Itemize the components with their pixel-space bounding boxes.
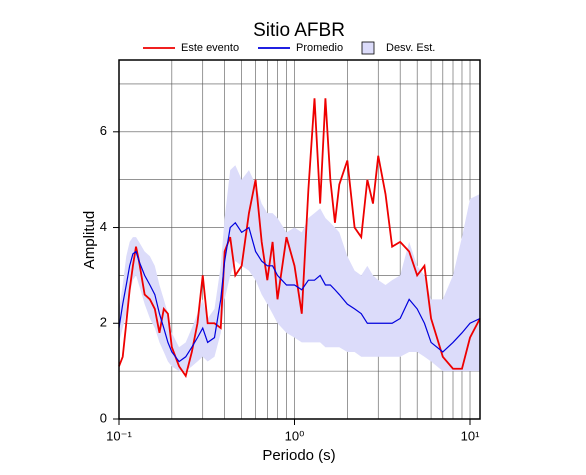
x-tick-label: 10⁰ xyxy=(285,428,305,443)
x-tick-label: 10¹ xyxy=(461,428,480,443)
chart-title: Sitio AFBR xyxy=(253,20,345,41)
y-tick-label: 0 xyxy=(100,410,107,425)
legend-swatch xyxy=(361,41,375,55)
legend-label: Desv. Est. xyxy=(386,42,435,54)
legend-label: Promedio xyxy=(296,42,343,54)
y-axis-label: Amplitud xyxy=(81,211,98,269)
y-tick-label: 6 xyxy=(100,123,107,138)
series-line xyxy=(118,221,481,363)
std-band xyxy=(119,165,480,372)
y-tick-label: 4 xyxy=(100,219,107,234)
y-tick-label: 2 xyxy=(100,315,107,330)
legend-label: Este evento xyxy=(181,42,239,54)
x-axis-label: Periodo (s) xyxy=(262,447,335,464)
plot-frame xyxy=(118,59,481,420)
x-tick-label: 10⁻¹ xyxy=(106,428,132,443)
series-line xyxy=(118,98,481,379)
